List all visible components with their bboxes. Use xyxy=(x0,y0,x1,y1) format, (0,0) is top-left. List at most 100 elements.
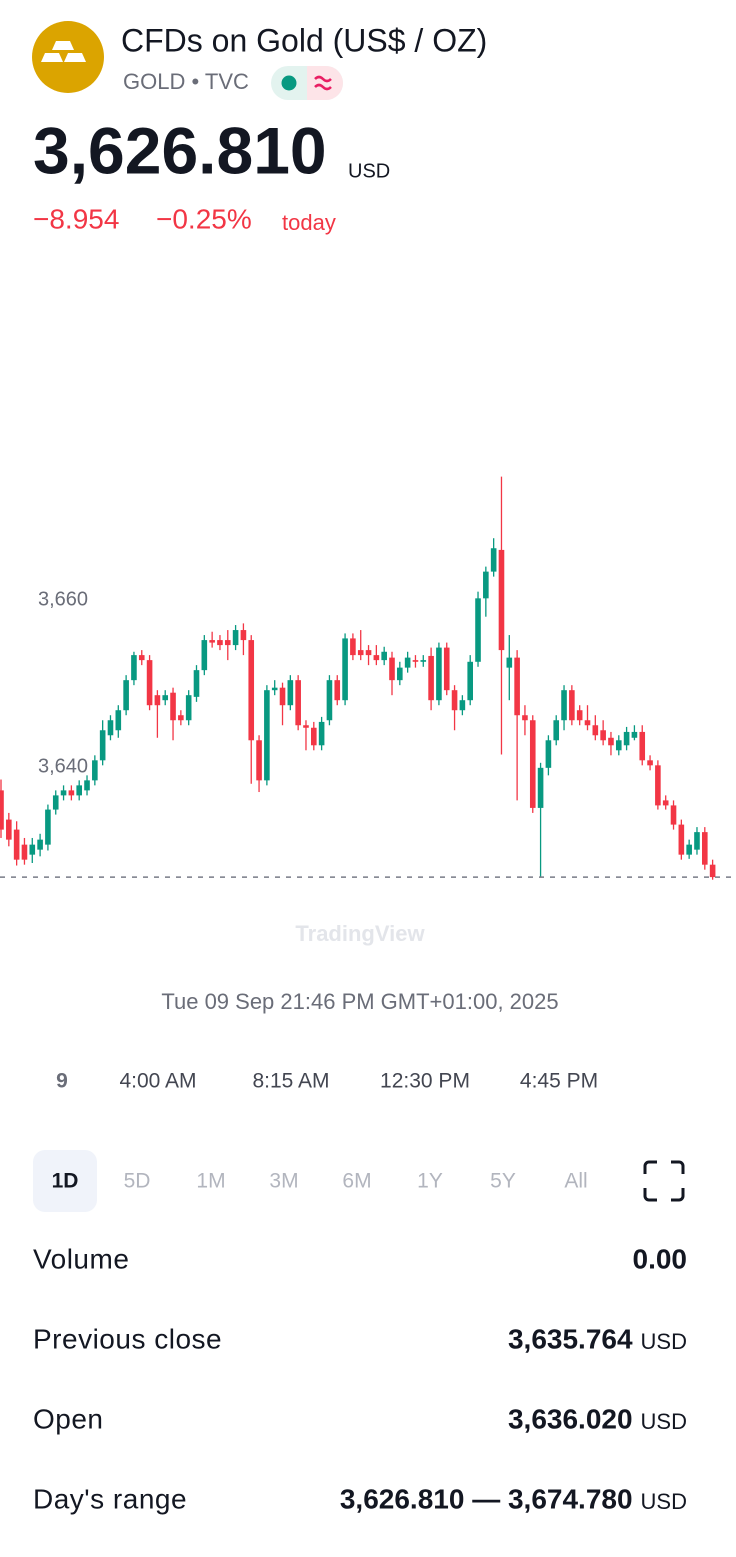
candle-body xyxy=(68,790,75,796)
range-option[interactable]: 1Y xyxy=(417,1170,443,1193)
candle-body xyxy=(287,680,294,706)
candle-body xyxy=(334,680,341,701)
candle-body xyxy=(185,695,192,721)
candle-body xyxy=(608,737,614,746)
candle-body xyxy=(256,740,262,781)
candle-body xyxy=(584,720,591,726)
stat-value: 3,626.810 — 3,674.780 xyxy=(340,1483,633,1514)
candle-body xyxy=(561,690,567,721)
candle-body xyxy=(420,660,427,662)
candle-body xyxy=(623,731,630,746)
range-option[interactable]: 1M xyxy=(196,1170,225,1193)
candle-body xyxy=(522,715,528,721)
logo xyxy=(32,21,104,93)
candle-body xyxy=(217,640,223,646)
candle-body xyxy=(84,780,90,791)
candle-body xyxy=(436,647,442,701)
x-tick-label: 12:30 PM xyxy=(380,1070,470,1093)
chart: TradingView 3,660 3,640 Tue 09 Sep 21:46 PM… xyxy=(0,476,736,1093)
range-selected-bg xyxy=(33,1150,97,1212)
stat-label: Open xyxy=(33,1403,104,1434)
candle-body xyxy=(224,640,231,646)
candle-body xyxy=(248,640,255,741)
status-pill xyxy=(271,66,343,100)
candle-body xyxy=(702,832,708,865)
candle-body xyxy=(537,767,544,808)
candle-body xyxy=(271,687,278,691)
candle-body xyxy=(404,657,411,668)
range-selector: 1D 5D 1M 3M 6M 1Y 5Y All xyxy=(33,1150,588,1212)
candle-body xyxy=(615,740,622,751)
candle-body xyxy=(92,760,98,781)
candle-body xyxy=(529,720,536,808)
change: −8.954 xyxy=(33,203,119,234)
candle-body xyxy=(45,809,51,845)
candle-body xyxy=(264,690,270,781)
stat-label: Day's range xyxy=(33,1483,187,1514)
candle-body xyxy=(389,657,395,681)
candle-body xyxy=(295,680,301,726)
candle-body xyxy=(709,864,716,878)
range-option[interactable]: 5D xyxy=(124,1170,151,1193)
candle-body xyxy=(99,730,106,761)
candle-body xyxy=(678,824,685,855)
candle-body xyxy=(154,695,161,706)
currency: USD xyxy=(348,160,390,182)
candle-body xyxy=(514,657,520,716)
candle-body xyxy=(467,661,473,701)
range-option[interactable]: 5Y xyxy=(490,1170,516,1193)
candle-body xyxy=(311,727,317,746)
candle-body xyxy=(193,670,200,697)
price: 3,626.810 xyxy=(33,113,327,187)
change-percent: −0.25% xyxy=(156,203,252,234)
candle-body xyxy=(162,695,169,701)
candle-body xyxy=(201,640,208,671)
stat-value: 3,636.020 xyxy=(508,1403,633,1434)
candle-body xyxy=(0,790,4,830)
symbol: GOLD • TVC xyxy=(123,69,249,94)
watermark: TradingView xyxy=(295,921,425,946)
change-period: today xyxy=(282,210,336,235)
candle-body xyxy=(232,630,239,646)
candle-body xyxy=(107,720,114,736)
fullscreen-button[interactable] xyxy=(643,1160,685,1202)
candle-body xyxy=(662,800,669,806)
candle-body xyxy=(365,650,372,656)
x-tick-label: 8:15 AM xyxy=(252,1070,329,1093)
crosshair-date: Tue 09 Sep 21:46 PM GMT+01:00, 2025 xyxy=(161,989,558,1014)
candle-body xyxy=(170,692,176,721)
candle-body xyxy=(37,839,43,850)
candle-body xyxy=(373,655,380,661)
candle-body xyxy=(694,832,700,850)
x-tick-label: 4:00 AM xyxy=(119,1070,196,1093)
range-option[interactable]: 3M xyxy=(269,1170,298,1193)
range-option[interactable]: 6M xyxy=(342,1170,371,1193)
candle-body xyxy=(631,731,638,738)
candle-body xyxy=(209,640,215,643)
candle-body xyxy=(545,740,552,768)
candle-body xyxy=(6,819,12,840)
candle-body xyxy=(131,655,137,681)
range-option[interactable]: 1D xyxy=(52,1170,79,1193)
x-tick-label: 4:45 PM xyxy=(520,1070,598,1093)
candle-body xyxy=(279,687,286,706)
candle-body xyxy=(498,549,505,651)
candle-body xyxy=(357,650,364,656)
candle-body xyxy=(350,638,356,656)
y-tick-label: 3,640 xyxy=(38,755,88,777)
candle-body xyxy=(115,710,122,731)
candle-body xyxy=(553,720,560,741)
candle-body xyxy=(569,690,575,721)
stats: Volume 0.00 Previous close USD 3,635.764 Open… xyxy=(33,1243,687,1514)
range-option[interactable]: All xyxy=(564,1170,587,1193)
stat-value: 0.00 xyxy=(633,1243,688,1274)
candle-body xyxy=(428,655,434,701)
stat-value: 3,635.764 xyxy=(508,1323,633,1354)
candle-body xyxy=(670,805,677,825)
candle-body xyxy=(576,710,583,721)
candle-body xyxy=(592,725,599,736)
candle-body xyxy=(60,790,67,796)
candle-body xyxy=(21,844,28,860)
